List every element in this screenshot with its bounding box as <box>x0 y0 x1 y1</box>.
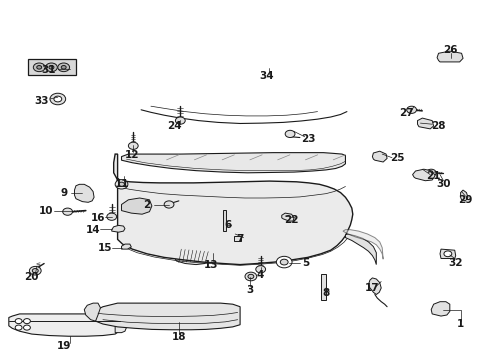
Polygon shape <box>417 118 434 129</box>
Text: 16: 16 <box>91 213 105 223</box>
Text: 24: 24 <box>167 121 181 131</box>
Circle shape <box>29 266 41 275</box>
Polygon shape <box>96 303 240 330</box>
Text: 20: 20 <box>24 272 39 282</box>
Circle shape <box>107 213 117 220</box>
Circle shape <box>58 63 70 72</box>
Text: 33: 33 <box>34 96 49 106</box>
Circle shape <box>285 130 295 138</box>
Polygon shape <box>122 244 131 249</box>
Circle shape <box>33 63 45 72</box>
Text: 1: 1 <box>457 319 464 329</box>
Text: 13: 13 <box>203 260 218 270</box>
Text: 29: 29 <box>458 195 473 205</box>
Text: 6: 6 <box>224 220 231 230</box>
Circle shape <box>128 142 138 149</box>
Polygon shape <box>282 213 294 221</box>
Polygon shape <box>461 190 468 201</box>
Circle shape <box>15 319 22 324</box>
Polygon shape <box>368 278 381 294</box>
Polygon shape <box>74 184 94 202</box>
Circle shape <box>245 272 257 281</box>
Circle shape <box>37 66 42 69</box>
Polygon shape <box>122 153 345 173</box>
Text: 26: 26 <box>443 45 458 55</box>
Polygon shape <box>372 151 387 162</box>
Text: 23: 23 <box>301 134 316 144</box>
Circle shape <box>15 325 22 330</box>
Circle shape <box>444 251 452 257</box>
Circle shape <box>32 269 38 273</box>
Text: 34: 34 <box>260 71 274 81</box>
Text: 7: 7 <box>236 234 244 244</box>
Polygon shape <box>112 225 125 232</box>
Polygon shape <box>234 236 241 241</box>
Circle shape <box>119 182 124 186</box>
Text: 17: 17 <box>365 283 380 293</box>
Text: 22: 22 <box>284 215 299 225</box>
Text: 10: 10 <box>39 206 54 216</box>
Polygon shape <box>345 234 376 265</box>
Text: 28: 28 <box>431 121 446 131</box>
Circle shape <box>256 266 266 273</box>
Text: 15: 15 <box>98 243 113 253</box>
Polygon shape <box>413 169 435 181</box>
Polygon shape <box>28 59 76 75</box>
Circle shape <box>24 319 30 324</box>
Polygon shape <box>114 154 353 265</box>
Text: 5: 5 <box>303 258 310 268</box>
Circle shape <box>164 201 174 208</box>
Text: 18: 18 <box>172 332 186 342</box>
Polygon shape <box>437 51 463 62</box>
Circle shape <box>24 325 30 330</box>
Text: 8: 8 <box>322 288 329 298</box>
Circle shape <box>248 274 254 279</box>
Text: 3: 3 <box>246 285 253 295</box>
Text: 4: 4 <box>256 270 264 280</box>
Text: 11: 11 <box>115 179 130 189</box>
Circle shape <box>407 106 416 113</box>
Text: 14: 14 <box>86 225 100 235</box>
Text: 12: 12 <box>125 150 140 160</box>
Circle shape <box>115 180 128 189</box>
Text: 25: 25 <box>390 153 404 163</box>
Polygon shape <box>115 321 126 333</box>
Text: 27: 27 <box>399 108 414 118</box>
Polygon shape <box>9 314 120 336</box>
Text: 2: 2 <box>144 200 150 210</box>
Circle shape <box>175 117 185 124</box>
Polygon shape <box>440 249 456 258</box>
Circle shape <box>276 256 292 268</box>
Polygon shape <box>223 210 226 231</box>
Polygon shape <box>431 302 450 316</box>
Text: 32: 32 <box>448 258 463 268</box>
Polygon shape <box>174 249 210 265</box>
Text: 30: 30 <box>436 179 451 189</box>
Text: 21: 21 <box>426 171 441 181</box>
Circle shape <box>63 208 73 215</box>
Circle shape <box>426 169 436 176</box>
Polygon shape <box>321 274 326 300</box>
Circle shape <box>54 96 62 102</box>
Circle shape <box>46 63 57 72</box>
Polygon shape <box>122 198 152 214</box>
Text: 31: 31 <box>42 65 56 75</box>
Text: 19: 19 <box>56 341 71 351</box>
Circle shape <box>49 66 54 69</box>
Circle shape <box>50 93 66 105</box>
Polygon shape <box>84 303 100 321</box>
Circle shape <box>280 259 288 265</box>
Circle shape <box>61 66 66 69</box>
Polygon shape <box>343 230 383 259</box>
Text: 9: 9 <box>60 188 67 198</box>
